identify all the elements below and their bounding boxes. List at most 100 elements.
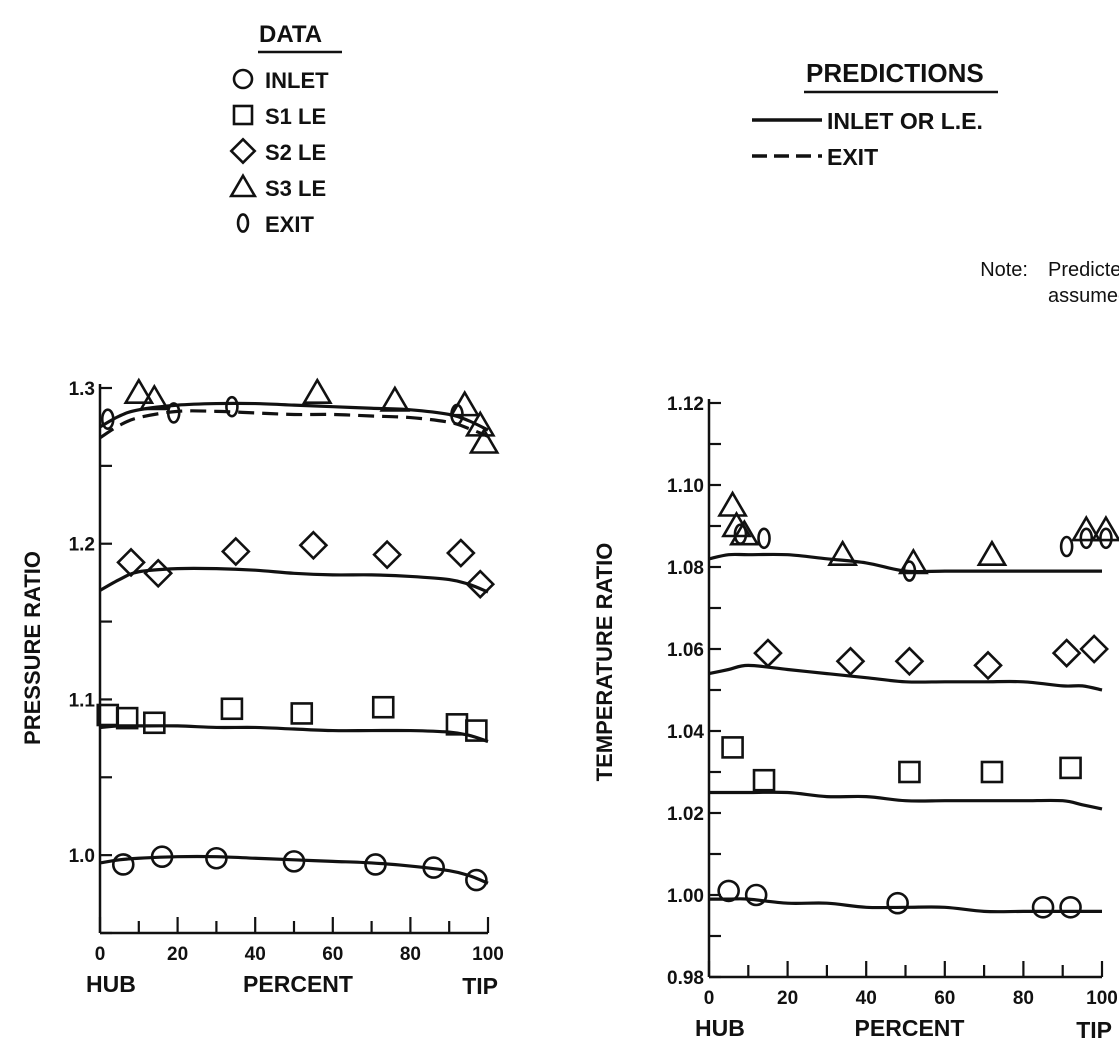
y-tick-label: 1.2 — [69, 535, 95, 556]
legend-item-label: INLET — [265, 68, 329, 93]
prediction-line-solid — [709, 790, 1103, 811]
x-axis-label: PERCENT — [855, 1015, 965, 1041]
legend-item-label: S1 LE — [265, 104, 326, 129]
x-axis-hub-label: HUB — [695, 1015, 745, 1041]
y-tick-label: 1.06 — [667, 640, 704, 661]
y-axis-label: TEMPERATURE RATIO — [592, 543, 617, 782]
data-point-triangle — [728, 519, 760, 546]
data-point-diamond — [116, 547, 146, 578]
x-tick-label: 80 — [400, 944, 421, 965]
pressure-ratio-chart: 0 20 40 60 80 100 1.0 1.1 1.2 1.3 PERCENT HUB TIP PRE… — [20, 377, 504, 999]
x-tick-label: 60 — [934, 988, 955, 1009]
data-point-square — [115, 706, 139, 730]
x-tick-label: 20 — [777, 988, 798, 1009]
legend-item-label: S2 LE — [265, 140, 326, 165]
prediction-line-solid — [708, 663, 1103, 692]
prediction-line-solid — [99, 724, 489, 743]
y-tick-label: 1.02 — [667, 804, 704, 825]
legend-symbol-square-icon — [232, 104, 254, 126]
data-point-triangle — [138, 383, 170, 411]
data-point-circle — [364, 853, 387, 876]
data-point-circle — [111, 853, 135, 876]
data-point-diamond — [143, 558, 174, 589]
data-point-triangle — [449, 390, 481, 417]
legend-symbol-triangle-icon — [228, 173, 258, 198]
y-tick-label: 1.3 — [69, 379, 95, 400]
data-point-diamond — [973, 650, 1003, 681]
data-point-diamond — [220, 536, 251, 567]
x-tick-label: 0 — [95, 944, 106, 965]
y-tick-label: 1.0 — [69, 846, 95, 867]
data-point-square — [371, 695, 395, 719]
data-point-circle — [282, 850, 306, 873]
y-tick-label: 1.04 — [667, 722, 704, 743]
data-point-triangle — [123, 377, 155, 404]
data-point-triangle — [379, 385, 411, 412]
data-point-diamond — [894, 646, 925, 677]
data-point-triangle — [1070, 515, 1102, 542]
note-prefix: Note: — [980, 259, 1028, 281]
temperature-ratio-chart: 0 20 40 60 80 100 0.98 1.00 1.02 1.04 1.06 1.08 1.10… — [592, 394, 1119, 1043]
data-point-diamond — [1051, 638, 1082, 668]
data-point-circle — [744, 883, 768, 907]
x-axis-tip-label: TIP — [462, 973, 498, 999]
data-point-circle — [1031, 895, 1055, 919]
x-tick-label: 40 — [245, 944, 266, 965]
prediction-line-solid — [99, 566, 489, 594]
data-point-square — [290, 702, 314, 725]
prediction-line-solid — [99, 401, 489, 432]
note-line-1: Predicted exit temperature rat — [1048, 259, 1119, 281]
y-tick-label: 1.10 — [667, 476, 704, 497]
data-point-zero — [166, 402, 181, 424]
data-point-circle — [422, 856, 445, 879]
x-axis-label: PERCENT — [243, 971, 353, 997]
data-point-triangle — [1090, 515, 1119, 542]
x-axis-hub-label: HUB — [86, 971, 136, 997]
data-point-square — [220, 697, 244, 721]
data-point-zero — [1099, 527, 1113, 550]
data-point-circle — [717, 879, 740, 903]
y-axis-label: PRESSURE RATIO — [20, 551, 45, 745]
y-tick-label: 1.00 — [667, 886, 704, 907]
data-point-zero — [902, 560, 917, 582]
data-point-circle — [465, 868, 488, 892]
data-point-circle — [150, 845, 174, 869]
data-point-triangle — [468, 427, 500, 454]
data-point-square — [752, 768, 776, 792]
data-point-triangle — [827, 539, 859, 567]
data-point-zero — [1059, 535, 1074, 558]
legend-symbol-diamond-icon — [229, 137, 257, 165]
data-point-zero — [757, 527, 771, 550]
data-point-diamond — [298, 530, 329, 561]
legend-item-label: S3 LE — [265, 176, 326, 201]
note: Note: Predicted exit temperature rat ass… — [980, 259, 1119, 307]
data-point-circle — [205, 846, 228, 870]
data-legend-items: INLET S1 LE S2 LE S3 LE EXIT — [228, 68, 329, 237]
prediction-line-dashed — [99, 409, 489, 440]
predictions-legend-title: PREDICTIONS — [806, 58, 984, 88]
legend-item-label: INLET OR L.E. — [827, 108, 983, 134]
data-point-diamond — [465, 569, 496, 600]
data-legend-title: DATA — [259, 21, 322, 48]
y-tick-label: 0.98 — [667, 968, 704, 989]
data-point-square — [721, 736, 744, 759]
y-tick-label: 1.1 — [69, 690, 96, 711]
x-tick-label: 0 — [704, 988, 715, 1009]
data-point-square — [1059, 756, 1082, 780]
x-tick-label: 100 — [472, 944, 504, 965]
data-point-triangle — [976, 539, 1008, 567]
legend-item-label: EXIT — [265, 212, 314, 237]
data-point-zero — [225, 395, 239, 418]
x-tick-label: 100 — [1086, 988, 1118, 1009]
data-point-zero — [450, 403, 464, 426]
x-tick-label: 80 — [1013, 988, 1034, 1009]
data-point-diamond — [1079, 634, 1109, 664]
data-point-zero — [100, 408, 115, 430]
data-point-zero — [733, 523, 748, 546]
data-point-square — [898, 760, 921, 784]
data-point-diamond — [835, 646, 866, 677]
prediction-line-solid — [99, 854, 489, 885]
data-point-diamond — [753, 638, 783, 668]
data-point-diamond — [372, 539, 402, 570]
